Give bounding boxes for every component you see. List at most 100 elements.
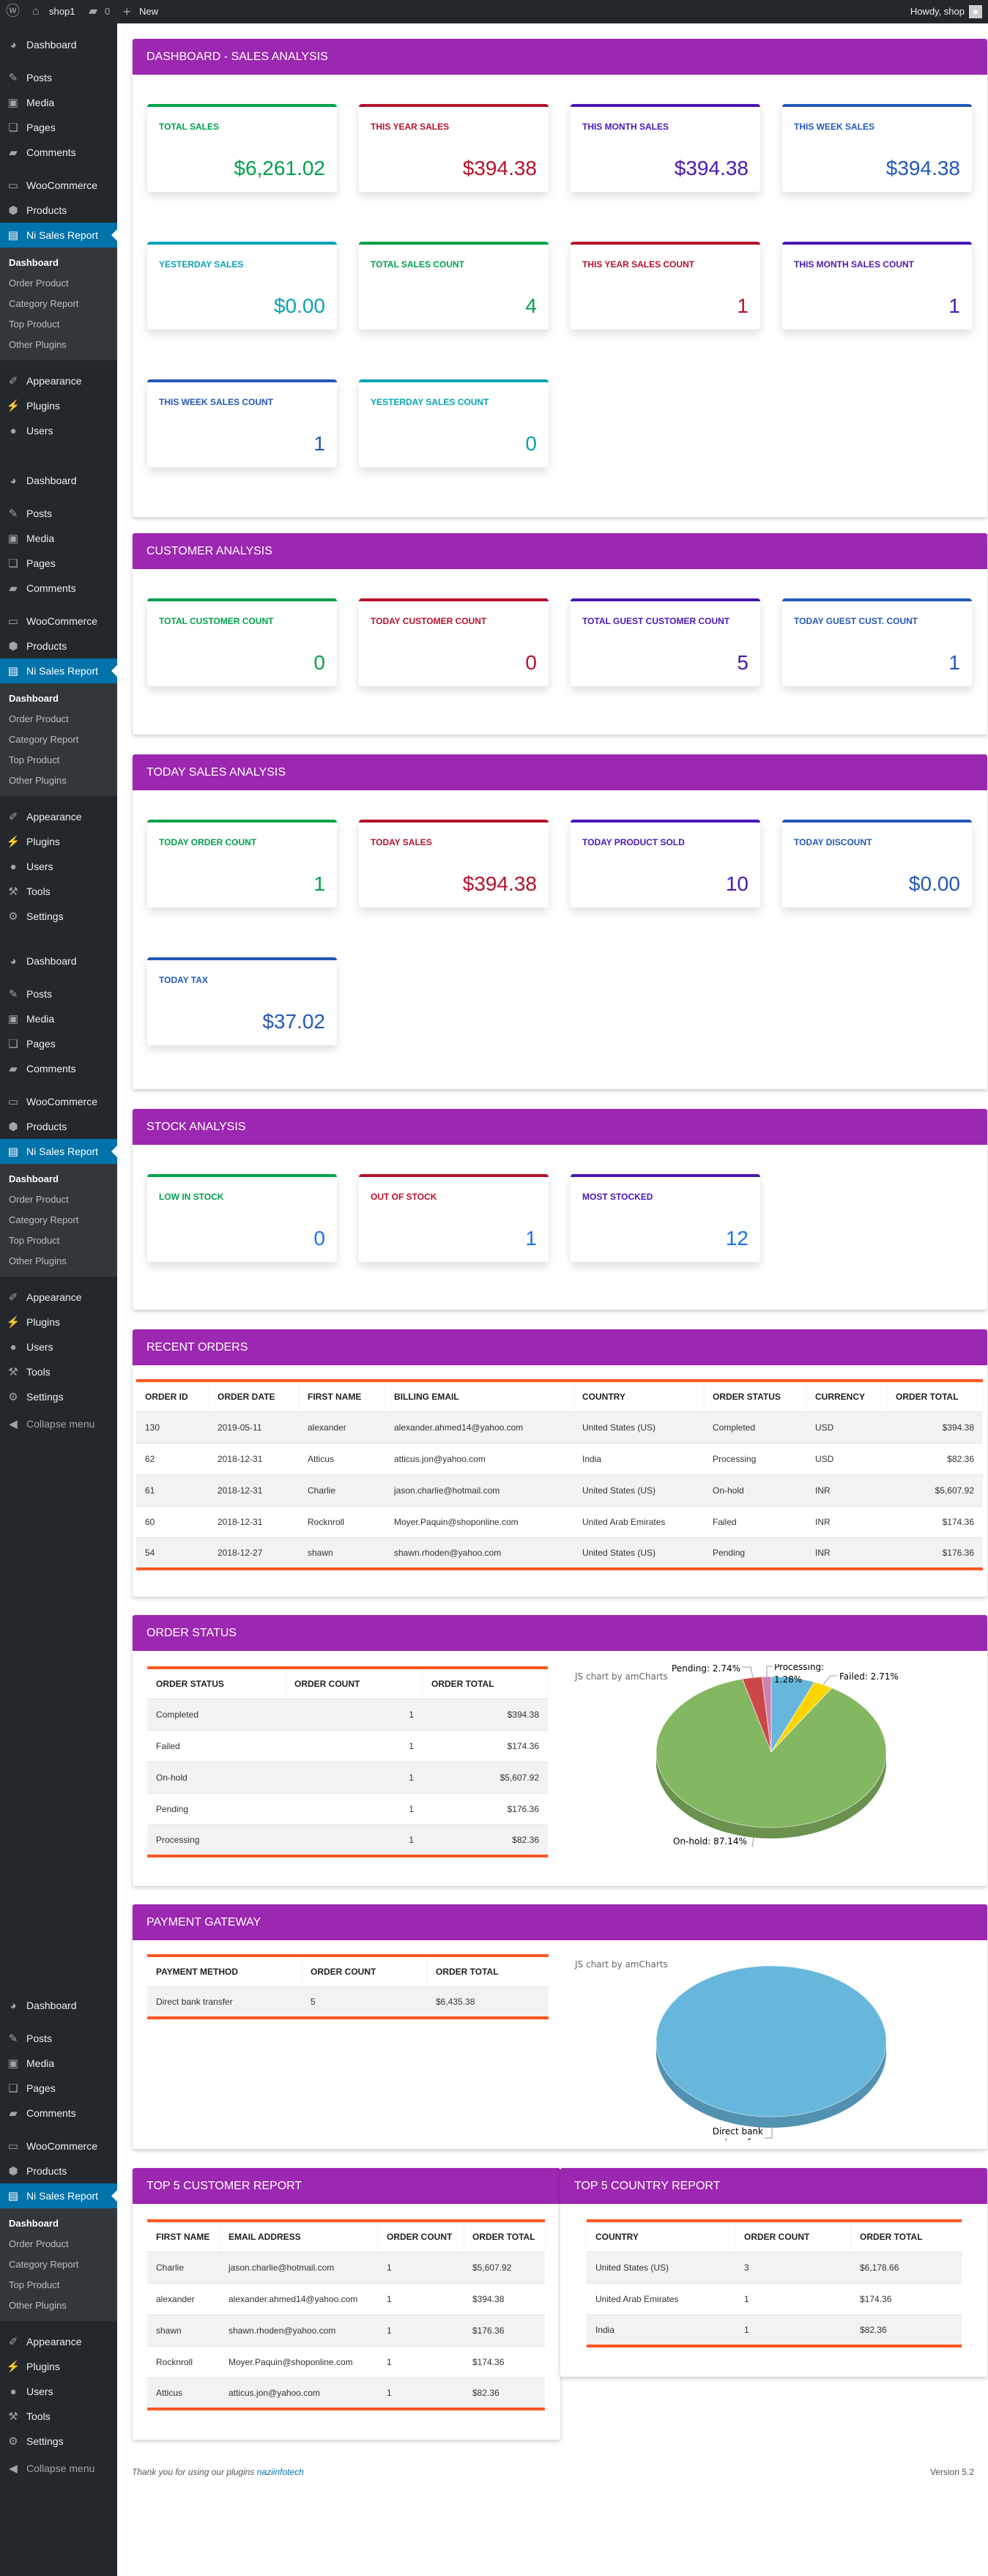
avatar[interactable]: ● xyxy=(969,5,982,18)
sidebar-item-media[interactable]: ▣ Media xyxy=(0,2051,117,2076)
sidebar-item-dashboard[interactable]: ◕ Dashboard xyxy=(0,949,117,973)
column-header[interactable]: PAYMENT METHOD xyxy=(147,1956,302,1986)
column-header[interactable]: ORDER STATUS xyxy=(704,1381,806,1411)
sidebar-item-users[interactable]: ● Users xyxy=(0,2379,117,2404)
sidebar-item-appearance[interactable]: ✐ Appearance xyxy=(0,1285,117,1310)
sidebar-item-media[interactable]: ▣ Media xyxy=(0,90,117,115)
submenu-item-category-report[interactable]: Category Report xyxy=(9,298,79,309)
sidebar-item-posts[interactable]: ✎ Posts xyxy=(0,981,117,1006)
pie-slice-on-hold[interactable] xyxy=(655,1678,887,1828)
collapse-menu-button[interactable]: ◀ Collapse menu xyxy=(0,1411,117,1436)
column-header[interactable]: FIRST NAME xyxy=(147,2221,220,2252)
column-header[interactable]: COUNTRY xyxy=(587,2221,735,2252)
submenu-item-other-plugins[interactable]: Other Plugins xyxy=(9,2300,67,2311)
submenu-item-top-product[interactable]: Top Product xyxy=(9,754,60,765)
sidebar-item-appearance[interactable]: ✐ Appearance xyxy=(0,368,117,393)
new-content-link[interactable]: New xyxy=(139,6,159,17)
comment-count[interactable]: 0 xyxy=(105,6,111,17)
sidebar-item-pages[interactable]: ❏ Pages xyxy=(0,551,117,576)
sidebar-item-ni-sales-report[interactable]: ▤ Ni Sales Report xyxy=(0,2183,117,2208)
sidebar-item-products[interactable]: ⬢ Products xyxy=(0,198,117,223)
sidebar-item-settings[interactable]: ⚙ Settings xyxy=(0,1384,117,1409)
sidebar-item-comments[interactable]: ▰ Comments xyxy=(0,1056,117,1081)
sidebar-item-products[interactable]: ⬢ Products xyxy=(0,2159,117,2183)
sidebar-item-plugins[interactable]: ⚡ Plugins xyxy=(0,1310,117,1335)
sidebar-item-dashboard[interactable]: ◕ Dashboard xyxy=(0,32,117,57)
amcharts-credit[interactable]: JS chart by amCharts xyxy=(574,1959,668,1970)
site-name-link[interactable]: shop1 xyxy=(49,6,75,17)
column-header[interactable]: ORDER DATE xyxy=(209,1381,299,1411)
sidebar-item-users[interactable]: ● Users xyxy=(0,418,117,443)
column-header[interactable]: CURRENCY xyxy=(806,1381,887,1411)
sidebar-item-posts[interactable]: ✎ Posts xyxy=(0,2026,117,2051)
sidebar-item-woocommerce[interactable]: ▭ WooCommerce xyxy=(0,173,117,198)
sidebar-item-plugins[interactable]: ⚡ Plugins xyxy=(0,2354,117,2379)
wordpress-logo-icon[interactable]: ⓦ xyxy=(6,4,21,19)
column-header[interactable]: ORDER ID xyxy=(136,1381,209,1411)
collapse-menu-button[interactable]: ◀ Collapse menu xyxy=(0,2456,117,2481)
submenu-item-dashboard[interactable]: Dashboard xyxy=(9,257,59,268)
submenu-item-category-report[interactable]: Category Report xyxy=(9,1214,79,1225)
amcharts-credit[interactable]: JS chart by amCharts xyxy=(574,1671,668,1682)
submenu-item-dashboard[interactable]: Dashboard xyxy=(9,693,59,704)
comment-icon[interactable]: ▰ xyxy=(89,5,98,18)
submenu-item-other-plugins[interactable]: Other Plugins xyxy=(9,775,67,786)
column-header[interactable]: ORDER TOTAL xyxy=(423,1668,548,1699)
sidebar-item-pages[interactable]: ❏ Pages xyxy=(0,2076,117,2101)
column-header[interactable]: ORDER COUNT xyxy=(735,2221,851,2252)
sidebar-item-woocommerce[interactable]: ▭ WooCommerce xyxy=(0,2134,117,2159)
submenu-item-order-product[interactable]: Order Product xyxy=(9,2238,69,2249)
sidebar-item-dashboard[interactable]: ◕ Dashboard xyxy=(0,1993,117,2018)
column-header[interactable]: ORDER TOTAL xyxy=(427,1956,549,1986)
howdy-user-link[interactable]: Howdy, shop xyxy=(910,6,965,17)
column-header[interactable]: ORDER COUNT xyxy=(286,1668,423,1699)
sidebar-item-comments[interactable]: ▰ Comments xyxy=(0,140,117,165)
naziinfotech-link[interactable]: naziinfotech xyxy=(256,2467,304,2477)
sidebar-item-pages[interactable]: ❏ Pages xyxy=(0,1031,117,1056)
sidebar-item-comments[interactable]: ▰ Comments xyxy=(0,576,117,601)
pie-slice-processing[interactable] xyxy=(761,1676,772,1753)
column-header[interactable]: COUNTRY xyxy=(573,1381,704,1411)
sidebar-item-users[interactable]: ● Users xyxy=(0,854,117,879)
sidebar-item-ni-sales-report[interactable]: ▤ Ni Sales Report xyxy=(0,658,117,683)
submenu-item-top-product[interactable]: Top Product xyxy=(9,319,60,330)
sidebar-item-plugins[interactable]: ⚡ Plugins xyxy=(0,829,117,854)
sidebar-item-appearance[interactable]: ✐ Appearance xyxy=(0,2329,117,2354)
submenu-item-dashboard[interactable]: Dashboard xyxy=(9,2218,59,2229)
sidebar-item-appearance[interactable]: ✐ Appearance xyxy=(0,804,117,829)
sidebar-item-products[interactable]: ⬢ Products xyxy=(0,1114,117,1139)
sidebar-item-products[interactable]: ⬢ Products xyxy=(0,634,117,658)
home-icon[interactable]: ⌂ xyxy=(32,5,40,18)
submenu-item-other-plugins[interactable]: Other Plugins xyxy=(9,1255,67,1266)
column-header[interactable]: EMAIL ADDRESS xyxy=(220,2221,378,2252)
column-header[interactable]: ORDER TOTAL xyxy=(851,2221,962,2252)
sidebar-item-settings[interactable]: ⚙ Settings xyxy=(0,904,117,929)
submenu-item-order-product[interactable]: Order Product xyxy=(9,1194,69,1205)
submenu-item-order-product[interactable]: Order Product xyxy=(9,713,69,724)
sidebar-item-ni-sales-report[interactable]: ▤ Ni Sales Report xyxy=(0,223,117,248)
sidebar-item-pages[interactable]: ❏ Pages xyxy=(0,115,117,140)
submenu-item-order-product[interactable]: Order Product xyxy=(9,278,69,289)
submenu-item-top-product[interactable]: Top Product xyxy=(9,1235,60,1246)
sidebar-item-tools[interactable]: ⚒ Tools xyxy=(0,2404,117,2429)
sidebar-item-plugins[interactable]: ⚡ Plugins xyxy=(0,393,117,418)
column-header[interactable]: ORDER COUNT xyxy=(302,1956,427,1986)
plus-icon[interactable]: + xyxy=(123,4,131,19)
sidebar-item-woocommerce[interactable]: ▭ WooCommerce xyxy=(0,609,117,634)
submenu-item-top-product[interactable]: Top Product xyxy=(9,2279,60,2290)
sidebar-item-dashboard[interactable]: ◕ Dashboard xyxy=(0,468,117,493)
sidebar-item-posts[interactable]: ✎ Posts xyxy=(0,501,117,526)
submenu-item-other-plugins[interactable]: Other Plugins xyxy=(9,339,67,350)
sidebar-item-media[interactable]: ▣ Media xyxy=(0,526,117,551)
column-header[interactable]: FIRST NAME xyxy=(299,1381,385,1411)
sidebar-item-media[interactable]: ▣ Media xyxy=(0,1006,117,1031)
column-header[interactable]: ORDER TOTAL xyxy=(464,2221,545,2252)
sidebar-item-settings[interactable]: ⚙ Settings xyxy=(0,2429,117,2454)
submenu-item-category-report[interactable]: Category Report xyxy=(9,734,79,745)
sidebar-item-tools[interactable]: ⚒ Tools xyxy=(0,879,117,904)
column-header[interactable]: ORDER COUNT xyxy=(378,2221,464,2252)
submenu-item-dashboard[interactable]: Dashboard xyxy=(9,1173,59,1184)
column-header[interactable]: ORDER STATUS xyxy=(147,1668,286,1699)
column-header[interactable]: ORDER TOTAL xyxy=(887,1381,983,1411)
pie-slice-direct-bank-transfer[interactable] xyxy=(655,1965,887,2117)
